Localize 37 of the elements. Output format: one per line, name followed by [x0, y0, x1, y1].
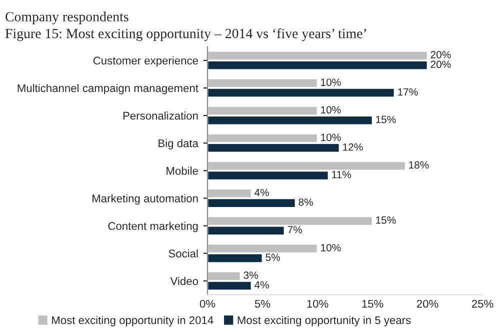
x-tick-label: 5%	[254, 300, 270, 308]
legend-label: Most exciting opportunity in 2014	[52, 316, 214, 326]
data-label: 3%	[244, 272, 258, 279]
y-tick-label: Big data	[158, 139, 198, 150]
data-label: 12%	[343, 143, 363, 151]
y-tick-label: Multichannel campaign management	[18, 84, 198, 94]
data-label: 11%	[332, 170, 351, 178]
data-label: 4%	[254, 281, 269, 288]
data-label: 15%	[376, 216, 396, 224]
data-label: 10%	[321, 244, 341, 252]
y-tick-label: Social	[168, 249, 198, 258]
text: Company respondents	[6, 12, 128, 24]
x-tick-label: 15%	[362, 300, 384, 308]
y-tick-label: Customer experience	[93, 56, 198, 67]
y-tick-label: Marketing automation	[92, 194, 198, 205]
data-label: 5%	[266, 254, 280, 261]
data-label: 10%	[321, 78, 341, 86]
chart-title: Figure 15: Most exciting opportunity – 2014 vs ‘five years’ time’	[5, 28, 366, 42]
y-tick-label: Mobile	[166, 166, 198, 175]
x-tick-label: 20%	[416, 300, 438, 308]
y-tick-label: Video	[170, 276, 198, 286]
x-tick-label: 10%	[307, 300, 328, 308]
x-tick-label: 0%	[200, 300, 216, 308]
data-label: 4%	[254, 188, 269, 196]
data-label: 10%	[321, 106, 341, 114]
data-label: 15%	[376, 116, 396, 124]
data-label: 8%	[298, 198, 313, 206]
y-tick-label: Personalization	[123, 112, 198, 120]
data-label: 7%	[288, 226, 302, 234]
data-label: 20%	[430, 60, 451, 68]
data-label: 18%	[409, 161, 429, 169]
y-tick-label: Content marketing	[108, 222, 198, 232]
data-label: 17%	[398, 88, 418, 96]
data-label: 10%	[321, 134, 341, 142]
legend-label: Most exciting opportunity in 5 years	[238, 316, 411, 326]
data-label: 20%	[430, 51, 451, 58]
x-tick-label: 25%	[472, 300, 494, 308]
